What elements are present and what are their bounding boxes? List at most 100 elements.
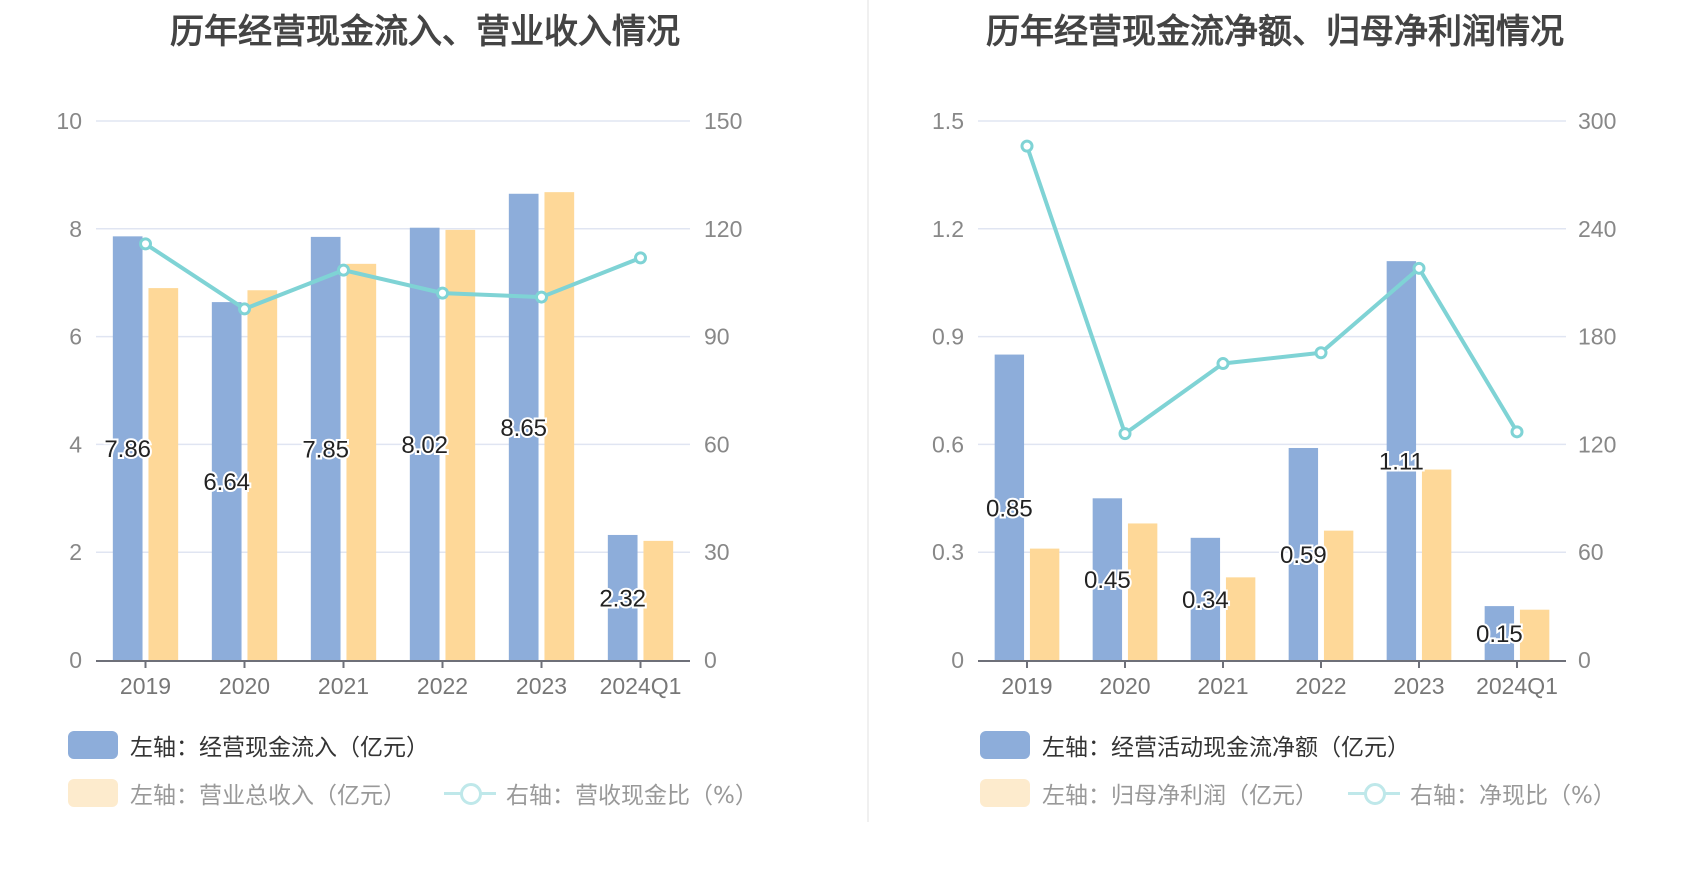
- line-series: [1025, 145, 1519, 436]
- bar-primary: [310, 236, 341, 660]
- line-point: [1510, 425, 1524, 439]
- left-axis-tick-label: 0.9: [932, 324, 964, 350]
- line-point: [139, 237, 152, 251]
- bar-data-label: 6.64: [203, 469, 250, 496]
- legend-label: 左轴：归母净利润（亿元）: [1042, 783, 1318, 809]
- bar-secondary: [445, 229, 476, 661]
- bar-secondary: [544, 192, 575, 660]
- bar-data-label: 8.65: [500, 415, 547, 442]
- legend-item-bar-primary[interactable]: 左轴：经营现金流入（亿元）: [68, 728, 429, 762]
- right-axis-tick-label: 120: [704, 216, 742, 242]
- right-axis-tick-label: 0: [704, 647, 717, 673]
- legend-label: 左轴：经营现金流入（亿元）: [130, 735, 429, 761]
- line-point: [1314, 346, 1328, 360]
- x-axis-tick-label: 2022: [1295, 673, 1346, 699]
- left-axis-tick-label: 0.6: [932, 431, 964, 457]
- chart-canvas: 0 0 0.3 60 0.6 120 0.9 180 1.2 240 1.5 300 2019 2020 2…: [932, 108, 1616, 699]
- chart-panel-left: 历年经营现金流入、营业收入情况 0 0 2 30 4 60 6 90 8 120 10 150 2019…: [56, 12, 758, 810]
- bar-secondary: [1127, 523, 1158, 660]
- bar-data-label: 2.32: [599, 585, 646, 612]
- bar-secondary: [643, 540, 674, 660]
- legend-label: 左轴：经营活动现金流净额（亿元）: [1042, 735, 1410, 761]
- panel-divider: [867, 0, 869, 822]
- x-axis-tick-label: 2021: [318, 673, 369, 699]
- bar-primary: [508, 193, 539, 660]
- left-axis-tick-label: 0: [69, 647, 82, 673]
- bar-data-label: 7.85: [302, 436, 349, 463]
- bar-primary: [112, 236, 143, 660]
- line-series: [144, 242, 642, 311]
- line-point: [436, 286, 449, 300]
- bar-data-label: 0.15: [1476, 621, 1523, 648]
- bar-primary: [1484, 606, 1515, 660]
- bar-primary: [994, 354, 1025, 660]
- right-axis-tick-label: 240: [1578, 216, 1616, 242]
- bar-data-label: 7.86: [104, 436, 151, 463]
- bar-secondary: [346, 263, 377, 660]
- x-axis-tick-label: 2023: [1393, 673, 1444, 699]
- legend-line-marker-icon: [1348, 779, 1400, 807]
- x-axis-tick-label: 2024Q1: [600, 673, 682, 699]
- left-axis-tick-label: 0.3: [932, 539, 964, 565]
- bar-primary: [409, 227, 440, 661]
- bar-primary: [1288, 447, 1319, 660]
- left-axis-tick-label: 0: [951, 647, 964, 673]
- line-point: [1216, 357, 1230, 371]
- legend-label: 右轴：营收现金比（%）: [506, 783, 758, 809]
- bar-data-label: 8.02: [401, 432, 448, 459]
- bar-data-label: 1.11: [1379, 449, 1424, 476]
- bar-secondary: [1029, 548, 1060, 660]
- bar-data-label: 0.85: [986, 495, 1033, 522]
- line-point: [337, 263, 350, 277]
- right-axis-tick-label: 180: [1578, 324, 1616, 350]
- chart-title: 历年经营现金流入、营业收入情况: [170, 12, 680, 52]
- legend-label: 左轴：营业总收入（亿元）: [130, 783, 406, 809]
- left-axis-tick-label: 1.2: [932, 216, 964, 242]
- right-axis-tick-label: 150: [704, 108, 742, 134]
- chart-canvas: 0 0 2 30 4 60 6 90 8 120 10 150 2019 2020 2021 2022 2023…: [56, 108, 742, 699]
- legend-item-bar-secondary[interactable]: 左轴：归母净利润（亿元）: [980, 776, 1318, 810]
- x-axis-tick-label: 2024Q1: [1476, 673, 1558, 699]
- bar-data-label: 0.45: [1084, 567, 1131, 594]
- legend-item-line[interactable]: 右轴：营收现金比（%）: [444, 776, 758, 810]
- left-axis-tick-label: 1.5: [932, 108, 964, 134]
- x-axis-tick-label: 2023: [516, 673, 567, 699]
- bar-primary: [1092, 498, 1123, 660]
- line-point: [634, 251, 647, 265]
- x-axis-tick-label: 2019: [1001, 673, 1052, 699]
- left-axis-tick-label: 8: [69, 216, 82, 242]
- bar-data-label: 0.34: [1182, 587, 1229, 614]
- legend-swatch-blue: [980, 731, 1030, 759]
- bar-secondary: [247, 290, 278, 660]
- legend-item-bar-secondary[interactable]: 左轴：营业总收入（亿元）: [68, 776, 406, 810]
- line-point: [238, 302, 251, 316]
- left-axis-tick-label: 2: [69, 539, 82, 565]
- right-axis-tick-label: 0: [1578, 647, 1591, 673]
- legend-item-line[interactable]: 右轴：净现比（%）: [1348, 776, 1616, 810]
- bar-primary: [1190, 537, 1221, 660]
- right-axis-tick-label: 90: [704, 324, 730, 350]
- x-axis-tick-label: 2019: [120, 673, 171, 699]
- legend-item-bar-primary[interactable]: 左轴：经营活动现金流净额（亿元）: [980, 728, 1410, 762]
- bar-primary: [607, 534, 638, 660]
- bar-secondary: [148, 288, 179, 660]
- line-point: [535, 290, 548, 304]
- bar-data-label: 0.59: [1280, 542, 1327, 569]
- bar-secondary: [1323, 530, 1354, 660]
- legend-swatch-orange: [68, 779, 118, 807]
- line-point: [1020, 139, 1034, 153]
- right-axis-tick-label: 60: [704, 431, 730, 457]
- bar-secondary: [1225, 577, 1256, 660]
- right-axis-tick-label: 120: [1578, 431, 1616, 457]
- legend-label: 右轴：净现比（%）: [1410, 783, 1616, 809]
- left-axis-tick-label: 4: [69, 431, 82, 457]
- bar-primary: [1386, 261, 1417, 660]
- legend-swatch-orange: [980, 779, 1030, 807]
- chart-panel-right: 历年经营现金流净额、归母净利润情况 0 0 0.3 60 0.6 120 0.9 180 1.2…: [850, 0, 1700, 874]
- x-axis-tick-label: 2022: [417, 673, 468, 699]
- bar-secondary: [1421, 469, 1452, 660]
- bar-primary: [211, 302, 242, 660]
- line-point: [1412, 261, 1426, 275]
- left-axis-tick-label: 10: [56, 108, 82, 134]
- right-axis-tick-label: 60: [1578, 539, 1604, 565]
